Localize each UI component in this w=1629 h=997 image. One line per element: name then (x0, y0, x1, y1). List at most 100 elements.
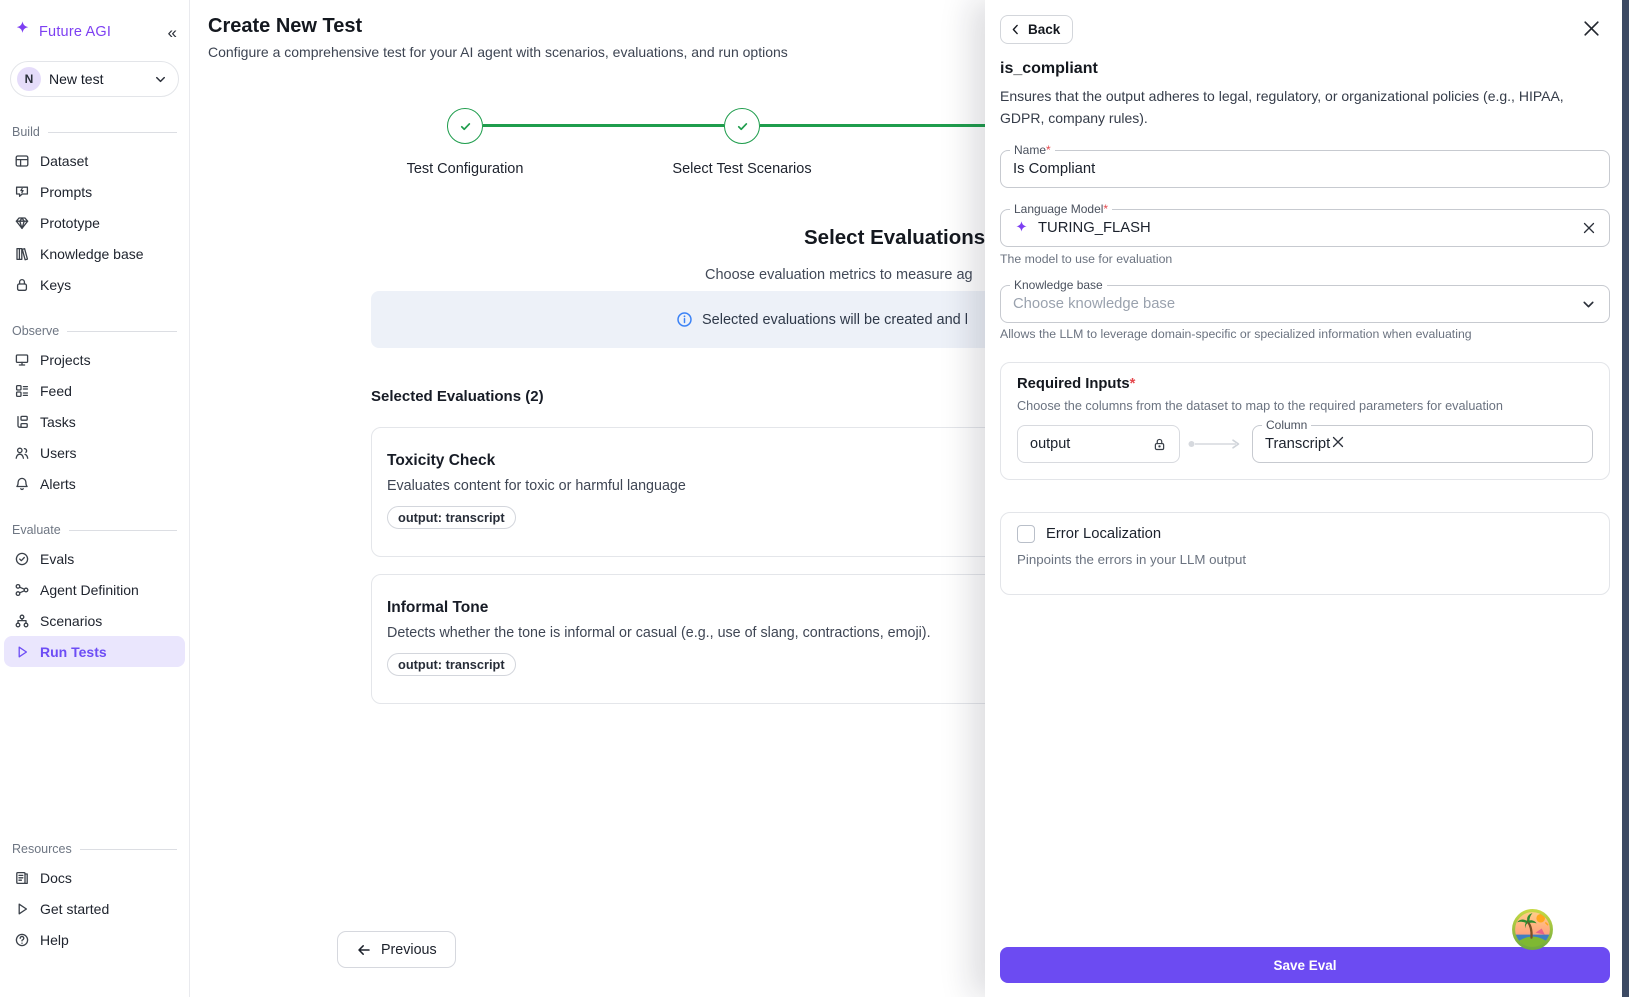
section-label: Resources (12, 842, 177, 856)
knowledge-base-helper: Allows the LLM to leverage domain-specif… (1000, 327, 1472, 341)
sidebar-item-feed[interactable]: Feed (10, 375, 179, 406)
sidebar-item-label: Knowledge base (40, 245, 144, 262)
clear-x-icon[interactable] (1581, 220, 1597, 236)
collapse-chevrons-icon[interactable]: « (167, 22, 177, 42)
section-divider (47, 131, 177, 133)
sidebar-item-label: Evals (40, 550, 75, 567)
hierarchy-icon (14, 613, 30, 629)
section-label-text: Build (12, 125, 40, 139)
required-inputs-card: Required Inputs* Choose the columns from… (1000, 362, 1610, 480)
bell-icon (14, 476, 30, 492)
workspace-avatar: N (17, 67, 41, 91)
previous-button-label: Previous (381, 941, 437, 958)
error-localization-description: Pinpoints the errors in your LLM output (1017, 552, 1247, 567)
sidebar-item-label: Get started (40, 900, 110, 917)
step-complete-circle[interactable] (724, 108, 760, 144)
eval-card-mapping-tag: output: transcript (387, 506, 516, 529)
param-value: output (1030, 436, 1071, 452)
knowledge-base-icon (14, 246, 30, 262)
eval-card-description: Evaluates content for toxic or harmful l… (387, 478, 686, 494)
sidebar-item-label: Tasks (40, 413, 76, 430)
required-inputs-title: Required Inputs* (1017, 376, 1136, 392)
sparkle-icon (13, 20, 32, 44)
error-localization-checkbox[interactable] (1017, 525, 1035, 543)
sidebar-item-label: Users (40, 444, 77, 461)
input-mapping-row: output Column Transcript (1017, 418, 1593, 463)
sidebar-item-prototype[interactable]: Prototype (10, 207, 179, 238)
sidebar-item-tasks[interactable]: Tasks (10, 406, 179, 437)
tropical-island-icon[interactable] (1510, 907, 1555, 952)
sidebar-item-scenarios[interactable]: Scenarios (10, 605, 179, 636)
sidebar-item-label: Docs (40, 869, 72, 886)
sparkle-icon (1016, 220, 1027, 231)
sidebar-item-dataset[interactable]: Dataset (10, 145, 179, 176)
eval-card-title: Informal Tone (387, 599, 489, 616)
sidebar-section-observe: Observe Projects Feed Tasks Users Alerts (10, 324, 179, 499)
language-model-value: TURING_FLASH (1038, 220, 1151, 236)
eval-description: Ensures that the output adheres to legal… (1000, 88, 1564, 126)
chevron-down-icon[interactable] (1580, 296, 1597, 313)
brand-name: Future AGI (39, 24, 112, 40)
sidebar-item-agent-definition[interactable]: Agent Definition (10, 574, 179, 605)
page-title: Create New Test (208, 15, 363, 37)
sidebar-item-alerts[interactable]: Alerts (10, 468, 179, 499)
knowledge-base-field[interactable]: Knowledge base Choose knowledge base (1000, 278, 1610, 323)
save-eval-button[interactable]: Save Eval (1000, 947, 1610, 983)
sidebar-item-prompts[interactable]: Prompts (10, 176, 179, 207)
sidebar-item-knowledge-base[interactable]: Knowledge base (10, 238, 179, 269)
check-icon (460, 122, 470, 130)
selected-evaluations-heading: Selected Evaluations (2) (371, 388, 544, 405)
required-inputs-description: Choose the columns from the dataset to m… (1017, 399, 1503, 413)
clear-x-icon[interactable] (1330, 434, 1346, 455)
sidebar-section-evaluate: Evaluate Evals Agent Definition Scenarios Ru… (4, 523, 185, 667)
sidebar-item-label: Prompts (40, 183, 93, 200)
eval-card-title: Toxicity Check (387, 452, 496, 469)
users-icon (14, 445, 30, 461)
sidebar: Future AGI « N New test Build Dataset Prom… (0, 0, 190, 997)
sidebar-item-keys[interactable]: Keys (10, 269, 179, 300)
close-icon[interactable] (1580, 17, 1602, 39)
lock-icon (1152, 437, 1167, 452)
section-divider (79, 848, 177, 850)
sidebar-item-evals[interactable]: Evals (10, 543, 179, 574)
sidebar-item-projects[interactable]: Projects (10, 344, 179, 375)
section-divider (67, 330, 177, 332)
section-label-text: Evaluate (12, 523, 61, 537)
workspace-selector[interactable]: N New test (10, 61, 179, 97)
sidebar-item-docs[interactable]: Docs (10, 862, 179, 893)
feed-icon (14, 383, 30, 399)
sidebar-item-label: Help (40, 931, 69, 948)
sidebar-item-get-started[interactable]: Get started (10, 893, 179, 924)
prototype-icon (14, 215, 30, 231)
language-model-field[interactable]: Language Model* TURING_FLASH (1000, 202, 1610, 247)
required-asterisk: * (1046, 143, 1051, 157)
sidebar-item-run-tests[interactable]: Run Tests (4, 636, 185, 667)
section-heading: Select Evaluations (804, 226, 986, 249)
chevron-down-icon (156, 76, 165, 82)
check-circle-icon (14, 551, 30, 567)
prompts-icon (14, 184, 30, 200)
sidebar-item-users[interactable]: Users (10, 437, 179, 468)
sidebar-item-help[interactable]: Help (10, 924, 179, 955)
section-label-text: Resources (12, 842, 72, 856)
eval-card-mapping-tag: output: transcript (387, 653, 516, 676)
error-localization-row: Error Localization (1017, 525, 1593, 543)
sidebar-item-label: Projects (40, 351, 91, 368)
name-field[interactable]: Name* Is Compliant (1000, 143, 1610, 188)
previous-button[interactable]: Previous (337, 931, 456, 968)
error-localization-card: Error Localization Pinpoints the errors … (1000, 512, 1610, 595)
info-banner-text: Selected evaluations will be created and… (702, 311, 968, 328)
sidebar-nav: Build Dataset Prompts Prototype Knowledge ba… (0, 97, 189, 997)
step-complete-circle[interactable] (447, 108, 483, 144)
back-button[interactable]: Back (1000, 15, 1074, 44)
column-field-label: Column (1262, 418, 1312, 432)
sidebar-section-build: Build Dataset Prompts Prototype Knowledge ba… (10, 125, 179, 300)
eval-config-drawer: Back is_compliant Ensures that the outpu… (985, 0, 1622, 997)
knowledge-base-placeholder: Choose knowledge base (1013, 296, 1176, 312)
mapping-arrow-icon (1180, 438, 1252, 450)
sidebar-item-label: Dataset (40, 152, 89, 169)
sidebar-section-resources: Resources Docs Get started Help (10, 842, 179, 997)
chevron-left-icon (1012, 24, 1018, 35)
column-field[interactable]: Column Transcript (1252, 418, 1593, 463)
language-model-field-label: Language Model* (1010, 202, 1113, 216)
